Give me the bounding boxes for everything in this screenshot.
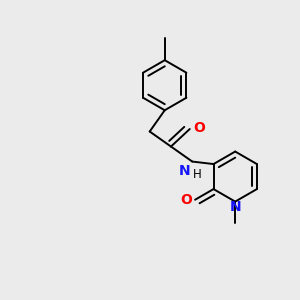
Text: O: O — [193, 121, 205, 134]
Text: N: N — [179, 164, 191, 178]
Text: N: N — [230, 200, 241, 214]
Text: H: H — [193, 168, 202, 181]
Text: O: O — [180, 193, 192, 207]
